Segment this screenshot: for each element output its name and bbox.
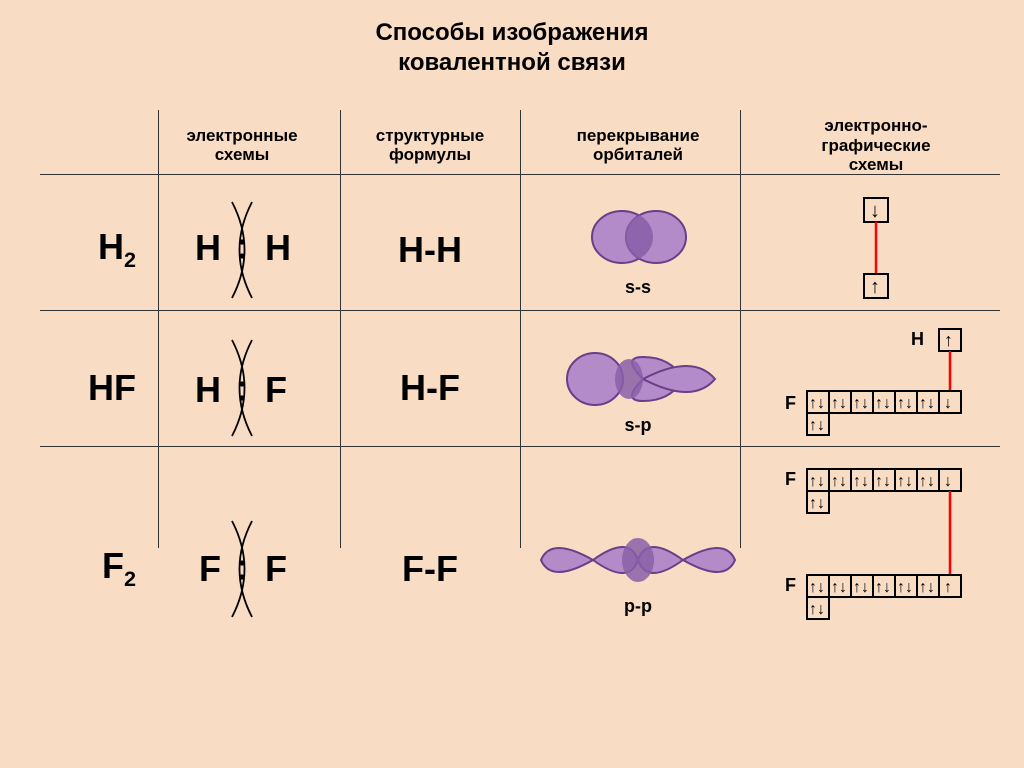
escheme-h2: H H xyxy=(148,183,336,317)
svg-text:F: F xyxy=(785,393,796,413)
svg-text:↑: ↑ xyxy=(944,330,953,350)
svg-text:F: F xyxy=(265,369,287,410)
egraphic-f2: F ↑↓ ↑↓ ↑↓ ↑↓ ↑↓ ↑↓ ↓ ↑↓ xyxy=(752,459,1000,679)
svg-text:↓: ↓ xyxy=(944,473,952,490)
svg-text:↑↓: ↑↓ xyxy=(809,395,825,412)
svg-text:↑↓: ↑↓ xyxy=(875,579,891,596)
header-electron-scheme: электронные схемы xyxy=(148,110,336,183)
egraphic-h2: ↓ ↑ xyxy=(752,183,1000,317)
title-line1: Способы изображения xyxy=(0,18,1024,48)
title-line2: ковалентной связи xyxy=(0,48,1024,78)
svg-text:↑↓: ↑↓ xyxy=(919,473,935,490)
svg-text:↑↓: ↑↓ xyxy=(919,395,935,412)
svg-text:↑↓: ↑↓ xyxy=(897,473,913,490)
svg-text:↑↓: ↑↓ xyxy=(809,579,825,596)
escheme-hf: H F xyxy=(148,317,336,459)
svg-text:↓: ↓ xyxy=(944,395,952,412)
overlap-ss: s-s xyxy=(524,183,752,317)
svg-text:↑↓: ↑↓ xyxy=(853,395,869,412)
svg-text:↑↓: ↑↓ xyxy=(853,473,869,490)
svg-text:↓: ↓ xyxy=(870,200,880,222)
molecule-f2: F2 xyxy=(40,459,148,679)
svg-text:F: F xyxy=(785,469,796,489)
struct-hf: H-F xyxy=(336,317,524,459)
svg-text:↑↓: ↑↓ xyxy=(809,495,825,512)
svg-text:F: F xyxy=(265,548,287,589)
svg-text:↑↓: ↑↓ xyxy=(831,579,847,596)
svg-text:↑↓: ↑↓ xyxy=(897,395,913,412)
molecule-hf: HF xyxy=(40,317,148,459)
svg-text:↑↓: ↑↓ xyxy=(809,473,825,490)
svg-text:↑↓: ↑↓ xyxy=(897,579,913,596)
molecule-h2: H2 xyxy=(40,183,148,317)
struct-f2: F-F xyxy=(336,459,524,679)
svg-text:↑↓: ↑↓ xyxy=(919,579,935,596)
svg-text:H: H xyxy=(195,227,221,268)
svg-text:F: F xyxy=(785,575,796,595)
egraphic-hf: H ↑ F ↑↓ ↑↓ ↑↓ ↑↓ ↑↓ ↑↓ xyxy=(752,317,1000,459)
svg-text:H: H xyxy=(911,329,924,349)
escheme-f2: F F xyxy=(148,459,336,679)
header-electron-graphic: электронно- графические схемы xyxy=(752,110,1000,183)
svg-text:↑: ↑ xyxy=(944,579,952,596)
svg-text:↑↓: ↑↓ xyxy=(809,601,825,618)
svg-text:↑↓: ↑↓ xyxy=(809,417,825,434)
struct-h2: H-H xyxy=(336,183,524,317)
svg-text:↑↓: ↑↓ xyxy=(853,579,869,596)
svg-text:H: H xyxy=(265,227,291,268)
header-structural: структурные формулы xyxy=(336,110,524,183)
svg-text:↑↓: ↑↓ xyxy=(875,395,891,412)
svg-text:↑↓: ↑↓ xyxy=(831,395,847,412)
header-overlap: перекрывание орбиталей xyxy=(524,110,752,183)
overlap-pp: p-p xyxy=(524,459,752,679)
bond-table: электронные схемы структурные формулы пе… xyxy=(40,110,1000,679)
overlap-sp: s-p xyxy=(524,317,752,459)
svg-text:H: H xyxy=(195,369,221,410)
svg-text:↑↓: ↑↓ xyxy=(831,473,847,490)
svg-text:F: F xyxy=(199,548,221,589)
svg-text:↑↓: ↑↓ xyxy=(875,473,891,490)
svg-text:↑: ↑ xyxy=(870,276,880,298)
